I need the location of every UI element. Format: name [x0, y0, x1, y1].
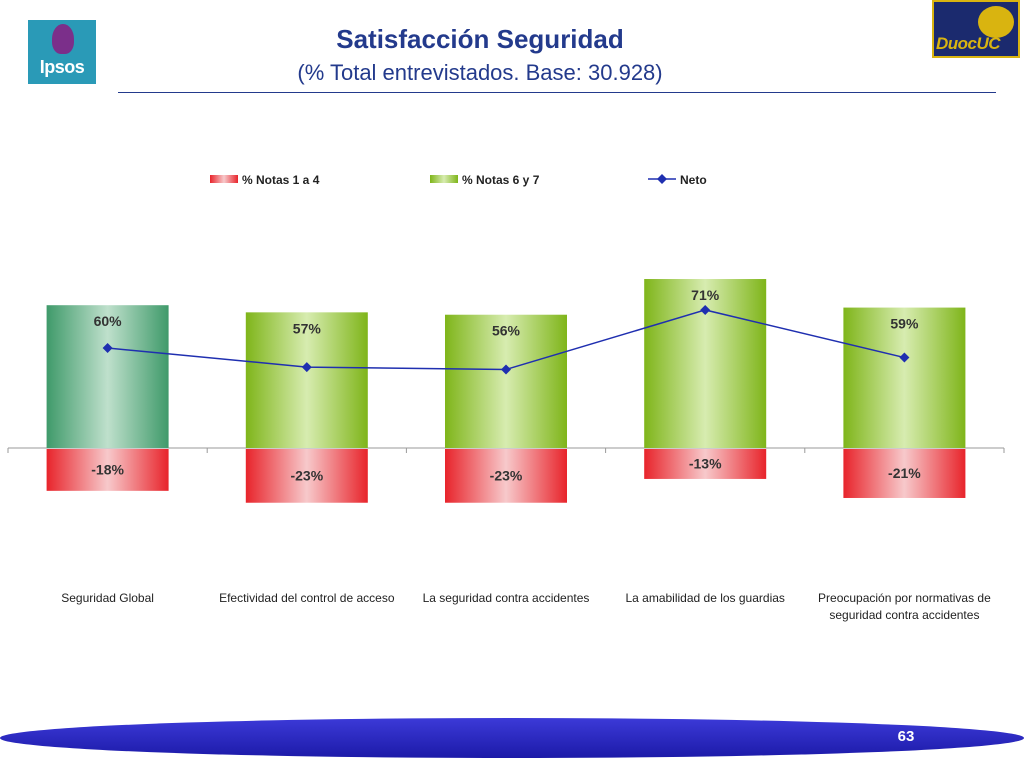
neto-point — [700, 304, 711, 315]
bar-notas-1-4 — [46, 449, 169, 491]
label-notas-1-4: -23% — [490, 467, 523, 483]
chart-plot-area: 60% -18% 57% -23% 56% -23% 71% -13% 59% -21% Segur… — [7, 279, 1005, 622]
label-notas-1-4: -13% — [689, 455, 722, 471]
neto-point — [102, 343, 113, 354]
category-label: La seguridad contra accidentes — [423, 591, 590, 605]
legend-swatch — [210, 175, 238, 183]
neto-point — [899, 352, 910, 363]
label-notas-1-4: -21% — [888, 465, 921, 481]
satisfaction-chart: % Notas 1 a 4 % Notas 6 y 7 Neto 60% -18% 57… — [7, 173, 1005, 622]
page-number: 63 — [897, 728, 915, 745]
chart-legend: % Notas 1 a 4 % Notas 6 y 7 Neto — [210, 173, 707, 187]
bar-notas-1-4 — [843, 449, 966, 498]
logo-left-text: Ipsos — [39, 57, 85, 77]
legend-label: Neto — [680, 173, 707, 187]
duoc-logo: DuocUC — [932, 0, 1020, 58]
bar-notas-6-7 — [445, 314, 567, 448]
bar-notas-1-4 — [644, 449, 767, 479]
legend-marker-neto — [657, 174, 667, 184]
title-divider — [118, 92, 996, 93]
footer-band — [0, 718, 1024, 758]
bar-notas-6-7 — [245, 312, 368, 448]
legend-label: % Notas 6 y 7 — [462, 173, 540, 187]
category-label: Efectividad del control de acceso — [219, 591, 395, 605]
category-label: Preocupación por normativas de — [818, 591, 991, 605]
neto-point — [501, 364, 511, 375]
category-label: Seguridad Global — [61, 591, 154, 605]
label-notas-6-7: 57% — [293, 320, 322, 336]
neto-point — [301, 362, 312, 373]
ipsos-logo: Ipsos — [28, 20, 96, 84]
category-label: La amabilidad de los guardias — [625, 591, 784, 605]
label-notas-6-7: 59% — [890, 316, 919, 332]
bar-notas-6-7 — [46, 305, 169, 448]
crest-icon — [976, 4, 1016, 40]
legend-label: % Notas 1 a 4 — [242, 173, 320, 187]
legend-swatch — [430, 175, 458, 183]
label-notas-6-7: 56% — [492, 323, 521, 339]
logo-head-icon — [52, 24, 74, 54]
bar-notas-1-4 — [245, 449, 368, 503]
label-notas-1-4: -23% — [290, 467, 323, 483]
bar-notas-6-7 — [644, 279, 767, 448]
bar-notas-1-4 — [445, 449, 567, 503]
page-title: Satisfacción Seguridad — [336, 24, 624, 54]
label-notas-6-7: 71% — [691, 287, 720, 303]
category-label: seguridad contra accidentes — [829, 608, 979, 622]
bar-notas-6-7 — [843, 307, 966, 448]
logo-right-text: DuocUC — [936, 34, 1001, 53]
label-notas-1-4: -18% — [91, 461, 124, 477]
label-notas-6-7: 60% — [94, 313, 123, 329]
page-subtitle: (% Total entrevistados. Base: 30.928) — [297, 60, 663, 85]
